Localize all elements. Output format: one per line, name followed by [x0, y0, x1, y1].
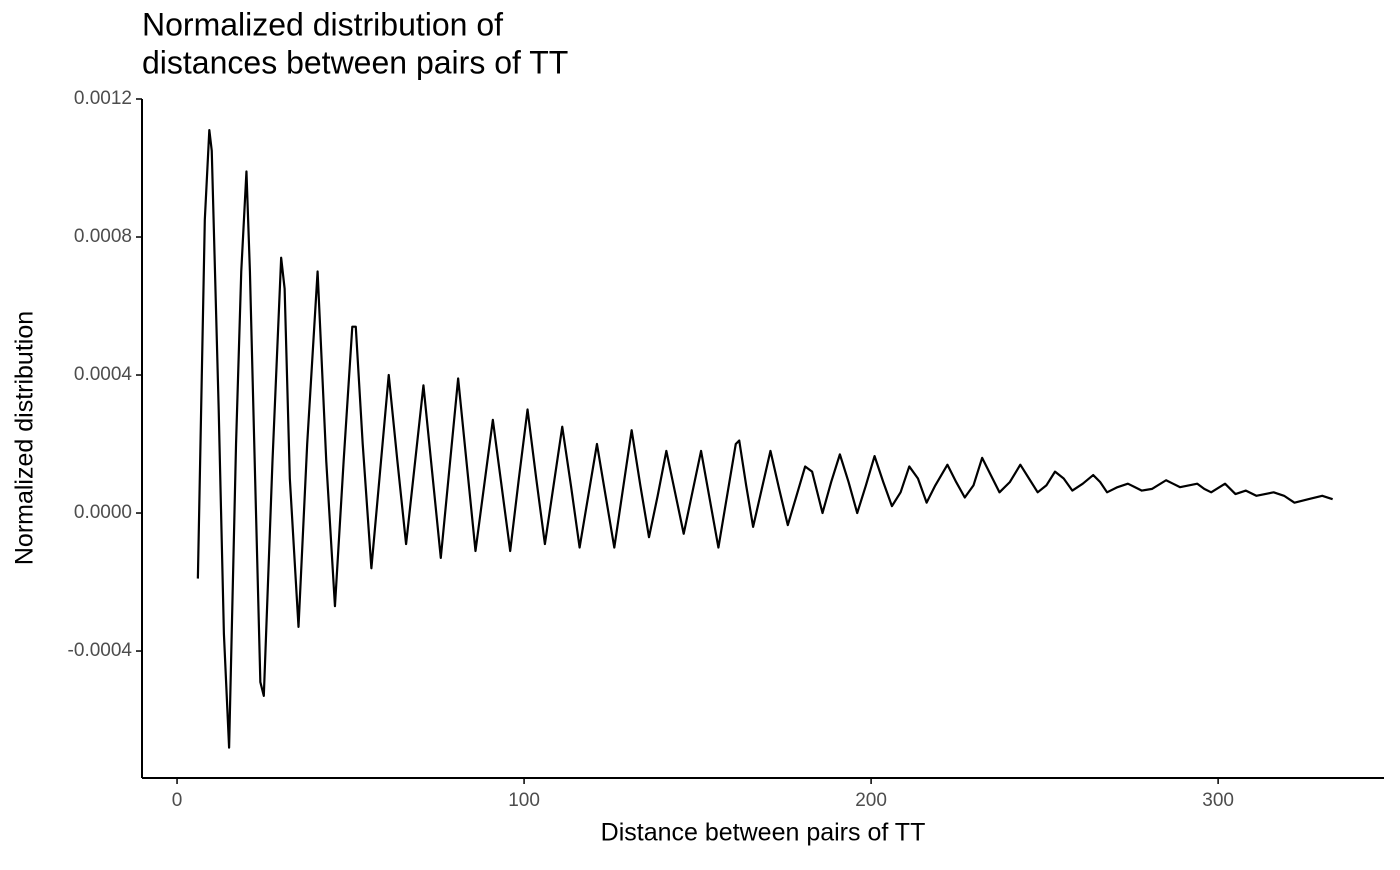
x-tick-label: 100 [508, 790, 540, 811]
line [196, 128, 1333, 749]
y-tick-label: 0.0004 [74, 364, 133, 385]
x-axis-title: Distance between pairs of TT [601, 819, 926, 847]
x-tick-label: 200 [855, 790, 887, 811]
x-tick-label: 0 [172, 790, 183, 811]
y-tick-label: 0.0008 [74, 226, 132, 247]
y-tick-label: -0.0004 [68, 640, 133, 661]
chart-title: Normalized distribution of [142, 6, 503, 42]
x-tick-label: 300 [1202, 790, 1234, 811]
y-tick-label: 0.0012 [74, 88, 132, 109]
chart-title: distances between pairs of TT [142, 44, 568, 80]
y-axis-title: Normalized distribution [11, 311, 39, 565]
y-tick-label: 0.0000 [74, 502, 132, 523]
